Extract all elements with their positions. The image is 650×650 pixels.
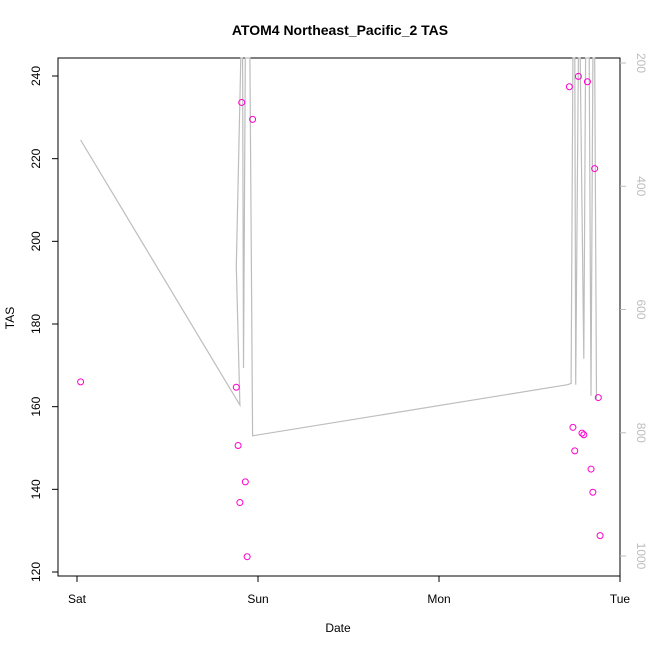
x-tick-label: Mon xyxy=(427,592,450,606)
chart-title: ATOM4 Northeast_Pacific_2 TAS xyxy=(232,22,448,38)
y-axis-ticks: 120 140 160 180 200 220 240 xyxy=(29,66,58,582)
data-point xyxy=(249,115,257,123)
x-tick-label: Sat xyxy=(68,592,87,606)
y2-tick-label: 800 xyxy=(634,423,648,443)
y-tick-label: 160 xyxy=(29,396,43,416)
data-point xyxy=(591,165,599,173)
data-point xyxy=(580,431,588,439)
data-point xyxy=(587,465,595,473)
scatter-series xyxy=(77,72,604,561)
y-tick-label: 120 xyxy=(29,562,43,582)
y-tick-label: 180 xyxy=(29,314,43,334)
data-point xyxy=(574,72,582,80)
data-point xyxy=(596,532,604,540)
x-tick-label: Tue xyxy=(610,592,631,606)
plot-frame xyxy=(57,57,621,577)
data-point xyxy=(238,98,246,106)
right-y-axis-ticks: 200 400 600 800 1000 xyxy=(620,53,648,570)
data-point xyxy=(594,394,602,402)
data-point xyxy=(241,478,249,486)
line-series xyxy=(80,57,598,437)
line-series-path xyxy=(80,57,598,437)
y2-tick-label: 1000 xyxy=(634,543,648,570)
x-axis-label: Date xyxy=(325,621,351,635)
y-tick-label: 240 xyxy=(29,66,43,86)
data-point xyxy=(232,383,240,391)
y-tick-label: 140 xyxy=(29,479,43,499)
data-point xyxy=(234,442,242,450)
data-point xyxy=(589,488,597,496)
data-point xyxy=(569,423,577,431)
y2-tick-label: 400 xyxy=(634,176,648,196)
y-tick-label: 220 xyxy=(29,148,43,168)
data-point xyxy=(571,447,579,455)
y2-tick-label: 200 xyxy=(634,53,648,73)
y-axis-label: TAS xyxy=(3,307,17,329)
data-point xyxy=(243,553,251,561)
x-tick-label: Sun xyxy=(247,592,268,606)
data-point xyxy=(77,378,85,386)
data-point xyxy=(578,429,586,437)
data-point xyxy=(236,499,244,507)
data-point xyxy=(583,78,591,86)
y-tick-label: 200 xyxy=(29,231,43,251)
x-axis-ticks: Sat Sun Mon Tue xyxy=(68,576,630,606)
data-point xyxy=(565,83,573,91)
y2-tick-label: 600 xyxy=(634,299,648,319)
